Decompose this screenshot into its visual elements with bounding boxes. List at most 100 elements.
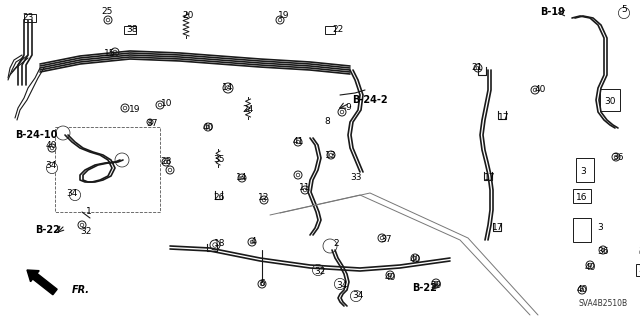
Text: 40: 40 <box>202 122 214 131</box>
Text: 36: 36 <box>612 153 624 162</box>
Circle shape <box>223 83 233 93</box>
Circle shape <box>354 294 358 298</box>
Circle shape <box>380 236 384 240</box>
Text: SVA4B2510B: SVA4B2510B <box>579 299 628 308</box>
Circle shape <box>336 280 344 288</box>
Circle shape <box>614 155 618 159</box>
Circle shape <box>586 261 594 269</box>
Circle shape <box>578 286 586 294</box>
Text: 39: 39 <box>638 248 640 256</box>
Circle shape <box>121 104 129 112</box>
Circle shape <box>71 191 79 199</box>
Circle shape <box>329 153 333 157</box>
Circle shape <box>168 168 172 172</box>
Circle shape <box>533 88 537 92</box>
Circle shape <box>411 254 419 262</box>
Text: 4: 4 <box>250 238 256 247</box>
Circle shape <box>434 281 438 285</box>
Text: 40: 40 <box>584 263 596 272</box>
Circle shape <box>113 50 117 54</box>
Circle shape <box>352 292 360 300</box>
Text: 34: 34 <box>67 189 77 197</box>
Circle shape <box>61 131 65 135</box>
Circle shape <box>166 166 174 174</box>
Text: 1: 1 <box>86 207 92 217</box>
Text: 40: 40 <box>576 286 588 294</box>
Text: 10: 10 <box>161 100 173 108</box>
Circle shape <box>338 108 346 116</box>
Text: 8: 8 <box>324 117 330 127</box>
Circle shape <box>622 11 626 15</box>
Text: B-19: B-19 <box>540 7 565 17</box>
Text: 40: 40 <box>45 142 57 151</box>
Circle shape <box>48 164 56 172</box>
Circle shape <box>238 174 246 182</box>
Text: 23: 23 <box>22 13 34 23</box>
Text: 25: 25 <box>101 8 113 17</box>
Circle shape <box>328 244 332 248</box>
Circle shape <box>164 160 168 164</box>
Circle shape <box>588 263 592 267</box>
Circle shape <box>580 288 584 292</box>
Text: 34: 34 <box>45 160 57 169</box>
Circle shape <box>156 101 164 109</box>
Bar <box>573 218 591 242</box>
Circle shape <box>120 158 124 162</box>
Text: 16: 16 <box>576 194 588 203</box>
Text: 26: 26 <box>213 194 225 203</box>
Circle shape <box>204 123 212 131</box>
Circle shape <box>260 282 264 286</box>
Text: 11: 11 <box>300 183 311 192</box>
Text: 29: 29 <box>430 280 442 290</box>
Text: 17: 17 <box>484 174 496 182</box>
Text: 37: 37 <box>380 235 392 244</box>
Circle shape <box>340 110 344 114</box>
Circle shape <box>111 48 119 56</box>
Bar <box>573 189 591 203</box>
Circle shape <box>106 18 110 22</box>
Bar <box>636 264 640 276</box>
Circle shape <box>327 151 335 159</box>
Circle shape <box>620 9 628 17</box>
Text: 40: 40 <box>410 256 420 264</box>
Text: 15: 15 <box>104 48 116 57</box>
Circle shape <box>294 138 302 146</box>
Circle shape <box>248 238 256 246</box>
Text: 38: 38 <box>126 26 138 34</box>
Circle shape <box>314 266 322 274</box>
Circle shape <box>56 126 70 140</box>
Text: 13: 13 <box>325 151 337 160</box>
Circle shape <box>296 140 300 144</box>
Circle shape <box>474 64 482 72</box>
Text: 12: 12 <box>259 194 269 203</box>
Circle shape <box>104 16 112 24</box>
Circle shape <box>115 153 129 167</box>
Circle shape <box>301 186 309 194</box>
Text: 17: 17 <box>492 224 504 233</box>
Circle shape <box>296 173 300 177</box>
Text: 3: 3 <box>597 224 603 233</box>
Text: 19: 19 <box>129 106 141 115</box>
Text: 3: 3 <box>580 167 586 176</box>
Circle shape <box>612 153 620 161</box>
Circle shape <box>260 196 268 204</box>
Circle shape <box>601 248 605 252</box>
Text: 24: 24 <box>243 106 253 115</box>
Text: 36: 36 <box>597 248 609 256</box>
Text: 17: 17 <box>499 114 509 122</box>
Circle shape <box>432 279 440 287</box>
Text: 22: 22 <box>332 26 344 34</box>
Circle shape <box>50 166 54 170</box>
Text: FR.: FR. <box>72 285 90 295</box>
Text: 28: 28 <box>160 158 172 167</box>
Circle shape <box>147 119 153 125</box>
Text: B-24-2: B-24-2 <box>352 95 388 105</box>
Circle shape <box>158 103 162 107</box>
Circle shape <box>148 121 151 123</box>
Circle shape <box>69 189 81 201</box>
Circle shape <box>303 188 307 192</box>
Bar <box>576 158 594 182</box>
Text: 35: 35 <box>213 155 225 165</box>
Circle shape <box>531 86 539 94</box>
Circle shape <box>323 239 337 253</box>
